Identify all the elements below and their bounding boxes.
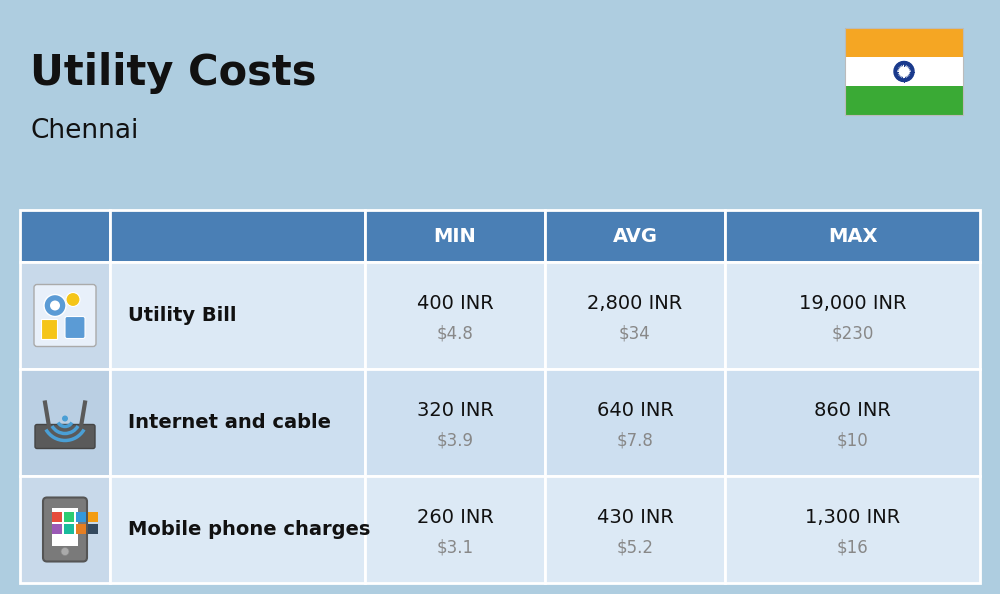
Circle shape: [66, 292, 80, 307]
Bar: [845, 57, 963, 86]
Text: $10: $10: [837, 431, 868, 450]
Text: $16: $16: [837, 539, 868, 557]
Bar: [76, 511, 86, 522]
Bar: [725, 210, 980, 262]
Bar: [845, 28, 963, 57]
Text: $7.8: $7.8: [617, 431, 653, 450]
Bar: [110, 210, 365, 262]
Text: Utility Costs: Utility Costs: [30, 52, 316, 94]
Bar: [545, 476, 725, 583]
Text: $3.1: $3.1: [436, 539, 474, 557]
Text: 640 INR: 640 INR: [597, 401, 673, 420]
Circle shape: [894, 62, 914, 81]
Bar: [41, 318, 57, 339]
Bar: [725, 369, 980, 476]
Text: Internet and cable: Internet and cable: [128, 413, 331, 432]
Text: $5.2: $5.2: [616, 539, 654, 557]
Bar: [64, 511, 74, 522]
FancyBboxPatch shape: [65, 317, 85, 339]
Bar: [52, 523, 62, 533]
Circle shape: [61, 548, 69, 555]
Text: 1,300 INR: 1,300 INR: [805, 508, 900, 527]
Circle shape: [50, 301, 60, 311]
Text: Utility Bill: Utility Bill: [128, 306, 237, 325]
Text: 320 INR: 320 INR: [417, 401, 493, 420]
Bar: [545, 210, 725, 262]
Circle shape: [44, 295, 66, 317]
Text: MIN: MIN: [434, 226, 476, 245]
Bar: [20, 262, 110, 369]
Text: $4.8: $4.8: [437, 324, 473, 343]
Bar: [545, 262, 725, 369]
Bar: [76, 523, 86, 533]
Text: AVG: AVG: [612, 226, 658, 245]
FancyBboxPatch shape: [35, 425, 95, 448]
Circle shape: [898, 65, 910, 77]
Bar: [110, 476, 365, 583]
Bar: [845, 86, 963, 115]
Text: 19,000 INR: 19,000 INR: [799, 294, 906, 313]
Text: Chennai: Chennai: [30, 118, 138, 144]
Bar: [110, 262, 365, 369]
Text: $34: $34: [619, 324, 651, 343]
Bar: [365, 476, 545, 583]
Text: MAX: MAX: [828, 226, 877, 245]
Bar: [845, 28, 963, 115]
Bar: [365, 262, 545, 369]
Bar: [725, 476, 980, 583]
Text: $230: $230: [831, 324, 874, 343]
Text: 2,800 INR: 2,800 INR: [587, 294, 683, 313]
Bar: [88, 511, 98, 522]
Bar: [20, 369, 110, 476]
FancyBboxPatch shape: [43, 498, 87, 561]
Bar: [52, 511, 62, 522]
Bar: [365, 369, 545, 476]
Bar: [52, 507, 78, 545]
Text: 430 INR: 430 INR: [597, 508, 673, 527]
Bar: [20, 476, 110, 583]
Bar: [110, 369, 365, 476]
Text: Mobile phone charges: Mobile phone charges: [128, 520, 370, 539]
Text: $3.9: $3.9: [436, 431, 474, 450]
Bar: [545, 369, 725, 476]
Text: 400 INR: 400 INR: [417, 294, 493, 313]
Bar: [64, 523, 74, 533]
Bar: [20, 210, 110, 262]
Bar: [725, 262, 980, 369]
Bar: [365, 210, 545, 262]
FancyBboxPatch shape: [34, 285, 96, 346]
Text: 860 INR: 860 INR: [814, 401, 891, 420]
Circle shape: [62, 415, 68, 422]
Bar: [88, 523, 98, 533]
Text: 260 INR: 260 INR: [417, 508, 493, 527]
